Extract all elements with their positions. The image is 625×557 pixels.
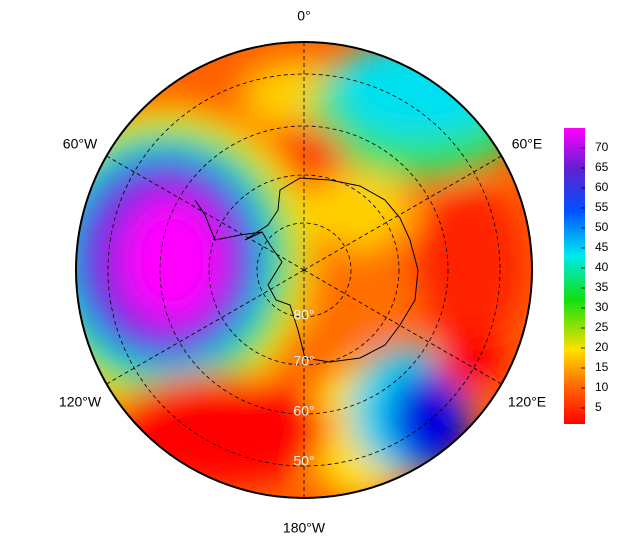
graticule — [106, 42, 502, 498]
map-boundary — [75, 41, 533, 499]
colorbar-tick-label: 55 — [595, 200, 609, 214]
longitude-label: 120°W — [59, 394, 102, 410]
colorbar-tick-label: 20 — [595, 340, 609, 354]
meridian — [106, 155, 305, 271]
meridian — [303, 155, 502, 271]
colorbar-tick-label: 50 — [595, 220, 609, 234]
longitude-label: 60°E — [512, 136, 543, 152]
latitude-label: 50° — [293, 453, 314, 469]
longitude-label: 120°E — [508, 394, 546, 410]
latitude-label: 60° — [293, 403, 314, 419]
latitude-label: 70° — [293, 353, 314, 369]
colorbar-tick-label: 5 — [595, 400, 602, 414]
meridian — [303, 269, 502, 385]
latitude-label: 80° — [293, 307, 314, 323]
longitude-label: 180°W — [283, 520, 326, 536]
colorbar-tick-label: 65 — [595, 160, 609, 174]
colorbar-tick-label: 40 — [595, 260, 609, 274]
longitude-label: 0° — [297, 8, 310, 24]
coastline — [194, 177, 419, 363]
colorbar-tick-label: 10 — [595, 380, 609, 394]
colorbar-tick-label: 45 — [595, 240, 609, 254]
meridian — [106, 269, 305, 385]
colorbar-tick-label: 60 — [595, 180, 609, 194]
colorbar-tick-label: 35 — [595, 280, 609, 294]
colorbar-tick-label: 15 — [595, 360, 609, 374]
colorbar-tick-label: 70 — [595, 140, 609, 154]
longitude-label: 60°W — [63, 136, 98, 152]
colorbar-tick-label: 25 — [595, 320, 609, 334]
colorbar — [564, 128, 585, 424]
colorbar-tick-label: 30 — [595, 300, 609, 314]
